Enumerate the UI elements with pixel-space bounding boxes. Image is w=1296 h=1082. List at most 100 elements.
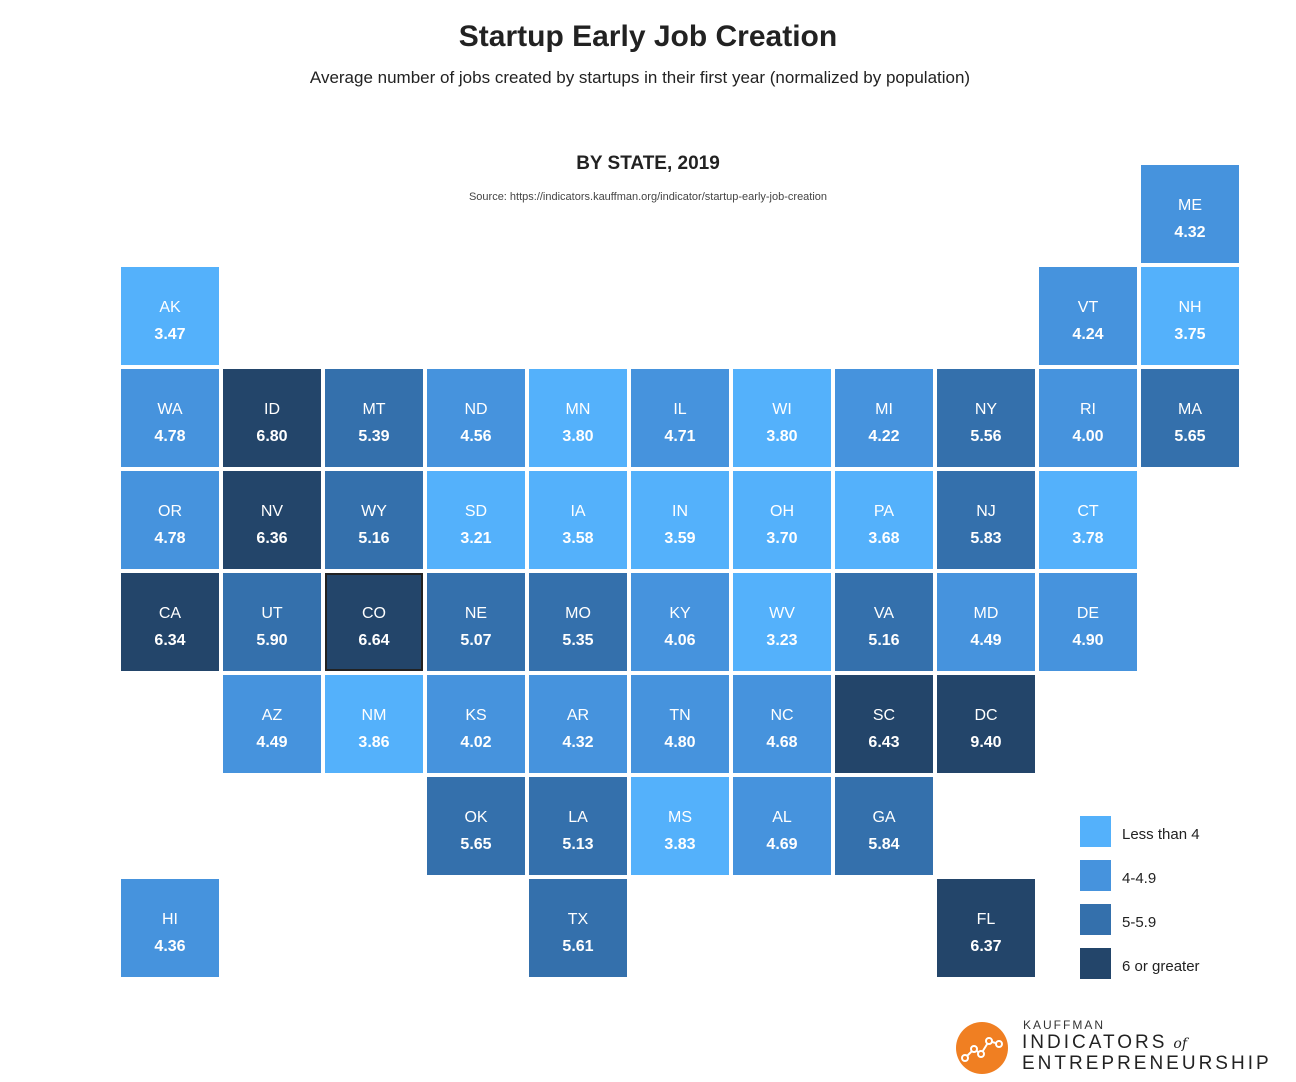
- state-tile-mt[interactable]: MT 5.39: [325, 369, 423, 467]
- state-abbr: AK: [159, 299, 181, 316]
- state-abbr: AL: [772, 809, 792, 826]
- state-tile-ms[interactable]: MS 3.83: [631, 777, 729, 875]
- state-tile-nj[interactable]: NJ 5.83: [937, 471, 1035, 569]
- state-abbr: WY: [361, 503, 387, 520]
- state-tile-la[interactable]: LA 5.13: [529, 777, 627, 875]
- state-value: 4.06: [664, 632, 696, 649]
- state-tile-ne[interactable]: NE 5.07: [427, 573, 525, 671]
- state-value: 5.56: [970, 428, 1002, 445]
- state-value: 6.64: [358, 632, 390, 649]
- state-abbr: DC: [974, 707, 998, 724]
- state-value: 4.80: [664, 734, 696, 751]
- state-tile-nd[interactable]: ND 4.56: [427, 369, 525, 467]
- legend-item-5-to-5-9: 5-5.9: [1080, 904, 1280, 936]
- state-abbr: OH: [770, 503, 794, 520]
- state-value: 5.16: [358, 530, 390, 547]
- state-abbr: NJ: [976, 503, 996, 520]
- state-tile-nv[interactable]: NV 6.36: [223, 471, 321, 569]
- state-tile-vt[interactable]: VT 4.24: [1039, 267, 1137, 365]
- state-abbr: IN: [672, 503, 688, 520]
- logo-node: [961, 1054, 969, 1062]
- state-tile-oh[interactable]: OH 3.70: [733, 471, 831, 569]
- state-tile-il[interactable]: IL 4.71: [631, 369, 729, 467]
- state-tile-co[interactable]: CO 6.64: [325, 573, 423, 671]
- state-tile-wi[interactable]: WI 3.80: [733, 369, 831, 467]
- state-tile-sc[interactable]: SC 6.43: [835, 675, 933, 773]
- state-abbr: VA: [873, 605, 895, 622]
- state-tile-ky[interactable]: KY 4.06: [631, 573, 729, 671]
- state-tile-dc[interactable]: DC 9.40: [937, 675, 1035, 773]
- state-abbr: DE: [1076, 605, 1100, 622]
- state-tile-az[interactable]: AZ 4.49: [223, 675, 321, 773]
- state-tile-wy[interactable]: WY 5.16: [325, 471, 423, 569]
- state-tile-mo[interactable]: MO 5.35: [529, 573, 627, 671]
- state-value: 3.78: [1072, 530, 1104, 547]
- state-tile-mn[interactable]: MN 3.80: [529, 369, 627, 467]
- state-tile-fl[interactable]: FL 6.37: [937, 879, 1035, 977]
- state-tile-hi[interactable]: HI 4.36: [121, 879, 219, 977]
- state-abbr: MO: [565, 605, 591, 622]
- state-tile-ma[interactable]: MA 5.65: [1141, 369, 1239, 467]
- state-value: 5.84: [868, 836, 900, 853]
- state-tile-ca[interactable]: CA 6.34: [121, 573, 219, 671]
- state-tile-ri[interactable]: RI 4.00: [1039, 369, 1137, 467]
- state-tile-me[interactable]: ME 4.32: [1141, 165, 1239, 263]
- state-value: 3.59: [664, 530, 696, 547]
- state-value: 3.23: [766, 632, 798, 649]
- state-abbr: NM: [361, 707, 387, 724]
- state-abbr: ND: [464, 401, 488, 418]
- state-value: 5.61: [562, 938, 594, 955]
- state-value: 3.68: [868, 530, 900, 547]
- state-tile-nh[interactable]: NH 3.75: [1141, 267, 1239, 365]
- state-abbr: NC: [770, 707, 794, 724]
- state-tile-tx[interactable]: TX 5.61: [529, 879, 627, 977]
- state-tile-ar[interactable]: AR 4.32: [529, 675, 627, 773]
- state-tile-wv[interactable]: WV 3.23: [733, 573, 831, 671]
- state-tile-ct[interactable]: CT 3.78: [1039, 471, 1137, 569]
- state-value: 4.36: [154, 938, 186, 955]
- state-value: 5.39: [358, 428, 390, 445]
- state-tile-nm[interactable]: NM 3.86: [325, 675, 423, 773]
- state-tile-nc[interactable]: NC 4.68: [733, 675, 831, 773]
- legend-label: 4-4.9: [1122, 870, 1157, 887]
- state-value: 4.78: [154, 428, 186, 445]
- logo-node: [985, 1037, 993, 1045]
- state-tile-ok[interactable]: OK 5.65: [427, 777, 525, 875]
- state-abbr: LA: [568, 809, 588, 826]
- state-tile-de[interactable]: DE 4.90: [1039, 573, 1137, 671]
- state-tile-or[interactable]: OR 4.78: [121, 471, 219, 569]
- legend-swatch: [1080, 860, 1111, 891]
- state-abbr: NV: [260, 503, 284, 520]
- state-abbr: CT: [1077, 503, 1099, 520]
- state-tile-ak[interactable]: AK 3.47: [121, 267, 219, 365]
- state-tile-mi[interactable]: MI 4.22: [835, 369, 933, 467]
- state-abbr: AZ: [261, 707, 283, 724]
- state-abbr: MI: [875, 401, 893, 418]
- state-tile-ut[interactable]: UT 5.90: [223, 573, 321, 671]
- state-tile-wa[interactable]: WA 4.78: [121, 369, 219, 467]
- legend-item-less-than-4: Less than 4: [1080, 816, 1280, 848]
- state-tile-md[interactable]: MD 4.49: [937, 573, 1035, 671]
- legend-item-4-to-4-9: 4-4.9: [1080, 860, 1280, 892]
- state-value: 5.07: [460, 632, 492, 649]
- state-tile-ia[interactable]: IA 3.58: [529, 471, 627, 569]
- state-tile-ks[interactable]: KS 4.02: [427, 675, 525, 773]
- state-abbr: IL: [673, 401, 687, 418]
- page-title: Startup Early Job Creation: [458, 20, 838, 53]
- state-tile-ny[interactable]: NY 5.56: [937, 369, 1035, 467]
- state-tile-va[interactable]: VA 5.16: [835, 573, 933, 671]
- page-subtitle: Average number of jobs created by startu…: [309, 68, 971, 87]
- state-tile-ga[interactable]: GA 5.84: [835, 777, 933, 875]
- state-tile-al[interactable]: AL 4.69: [733, 777, 831, 875]
- state-tile-tn[interactable]: TN 4.80: [631, 675, 729, 773]
- kauffman-logo[interactable]: KAUFFMAN INDICATORS of ENTREPRENEURSHIP: [956, 1018, 1276, 1078]
- state-value: 4.69: [766, 836, 798, 853]
- state-tile-sd[interactable]: SD 3.21: [427, 471, 525, 569]
- state-abbr: NH: [1178, 299, 1202, 316]
- logo-indicators: INDICATORS of: [1022, 1032, 1187, 1054]
- state-tile-id[interactable]: ID 6.80: [223, 369, 321, 467]
- state-value: 4.68: [766, 734, 798, 751]
- state-tile-pa[interactable]: PA 3.68: [835, 471, 933, 569]
- state-abbr: IA: [570, 503, 586, 520]
- state-tile-in[interactable]: IN 3.59: [631, 471, 729, 569]
